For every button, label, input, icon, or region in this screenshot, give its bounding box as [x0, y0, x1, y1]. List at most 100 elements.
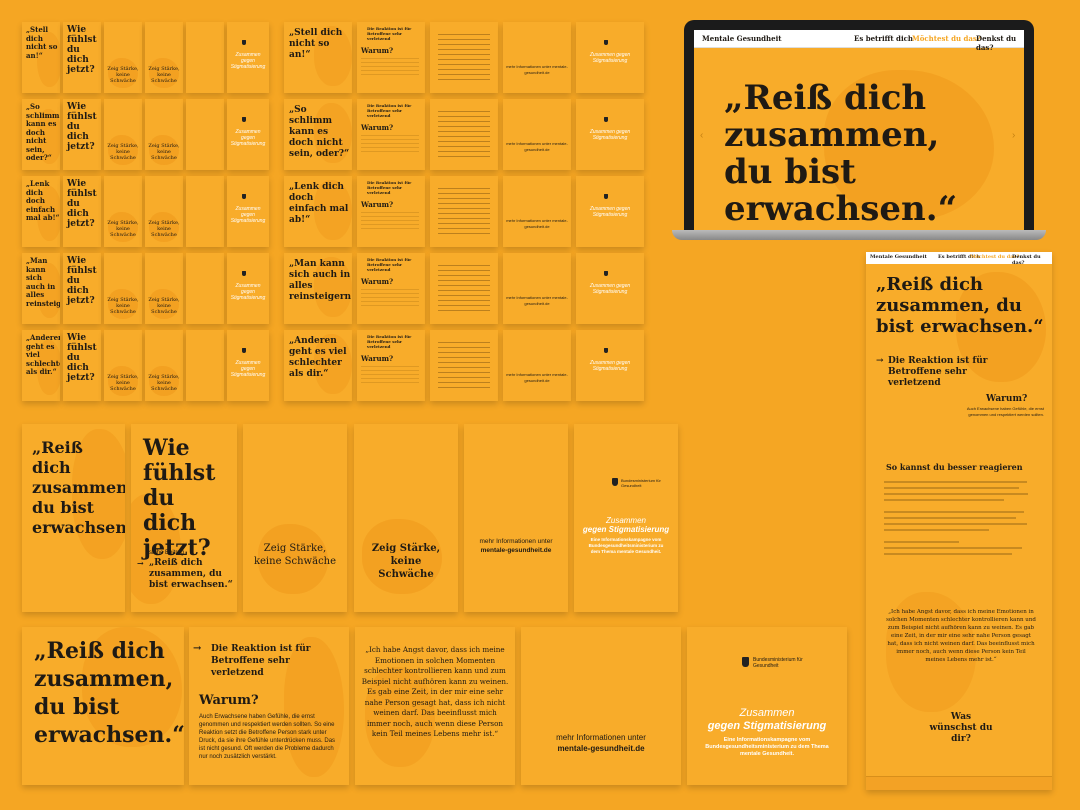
eagle-logo-icon — [242, 348, 246, 353]
thumb-together: Zusammen gegen Stigmatisierung — [230, 360, 266, 378]
thumb-strength: Zeig Stärke, keine Schwäche — [148, 374, 180, 392]
thumb-quote: „Stell dich nicht so an!“ — [26, 25, 58, 60]
bottom-info-url[interactable]: mentale-gesundheit.de — [557, 744, 645, 753]
thumb-card — [430, 253, 498, 324]
thumb-together: Zusammen gegen Stigmatisierung — [230, 283, 266, 301]
mobile-nav-affects[interactable]: Es betrifft dich — [938, 254, 981, 260]
mobile-nav-want[interactable]: Möchtest du das? — [970, 254, 1020, 260]
eagle-logo-icon — [742, 657, 749, 667]
eagle-logo-icon — [604, 194, 608, 199]
eagle-logo-icon — [242, 271, 246, 276]
thumb-card: Zusammen gegen Stigmatisierung — [227, 330, 269, 401]
thumb-card — [430, 330, 498, 401]
thumb-together: Zusammen gegen Stigmatisierung — [589, 206, 631, 218]
thumb-card: Wie fühlst du dich jetzt? — [63, 330, 101, 401]
thumb-card: Zusammen gegen Stigmatisierung — [576, 330, 644, 401]
thumb-info: mehr Informationen unter mentale-gesundh… — [506, 218, 568, 229]
mobile-brand[interactable]: Mentale Gesundheit — [870, 254, 927, 260]
thumb-strength: Zeig Stärke, keine Schwäche — [107, 297, 139, 315]
thumb-quote-large: „Anderen geht es viel schlechter als dir… — [289, 336, 347, 379]
mobile-page-mockup: Mentale Gesundheit Es betrifft dich Möch… — [866, 252, 1052, 790]
thumb-card: Wie fühlst du dich jetzt? — [63, 22, 101, 93]
thumb-card — [430, 22, 498, 93]
thumb-why: Warum? — [361, 46, 394, 55]
thumb-together: Zusammen gegen Stigmatisierung — [589, 52, 631, 64]
site-brand[interactable]: Mentale Gesundheit — [702, 34, 782, 43]
post-info-prefix: mehr Informationen unter — [479, 538, 553, 545]
campaign-title-1: Zusammen — [605, 516, 646, 525]
mobile-testimonial: „Ich habe Angst davor, dass ich meine Em… — [886, 609, 1036, 663]
thumb-quote-large: „Lenk dich doch einfach mal ab!“ — [289, 182, 349, 225]
thumb-card: „Stell dich nicht so an!“ — [22, 22, 60, 93]
thumb-card — [186, 253, 224, 324]
mobile-quote: „Reiß dich zusammen, du bist erwachsen.“ — [876, 274, 1044, 337]
thumb-feel: Wie fühlst du dich jetzt? — [67, 179, 97, 229]
thumb-card: Zeig Stärke, keine Schwäche — [145, 99, 183, 170]
mobile-why: Warum? — [986, 394, 1028, 404]
bottom-testimonial-text: „Ich habe Angst davor, dass ich meine Em… — [361, 645, 509, 738]
thumb-quote: „So schlimm kann es doch nicht sein, ode… — [26, 102, 60, 162]
mobile-nav-think[interactable]: Denkst du das? — [1012, 254, 1041, 266]
post-quote-card: „Reiß dich zusammen, du bist erwachsen.“ — [22, 424, 125, 612]
post-info-url[interactable]: mentale-gesundheit.de — [480, 547, 552, 554]
thumb-card: „Anderen geht es viel schlechter als dir… — [22, 330, 60, 401]
thumb-card: Zusammen gegen Stigmatisierung — [227, 22, 269, 93]
post-campaign-card: Bundesministerium für Gesundheit Zusamme… — [574, 424, 678, 612]
thumb-card: Zeig Stärke, keine Schwäche — [104, 22, 142, 93]
chevron-right-icon[interactable]: › — [1012, 130, 1016, 141]
chevron-left-icon[interactable]: ‹ — [700, 130, 704, 141]
thumb-strength: Zeig Stärke, keine Schwäche — [107, 374, 139, 392]
mobile-body-text — [884, 477, 1034, 559]
thumb-card: Zeig Stärke, keine Schwäche — [104, 253, 142, 324]
thumb-card: Zusammen gegen Stigmatisierung — [227, 253, 269, 324]
thumb-why: Warum? — [361, 277, 394, 286]
campaign-title-2: gegen Stigmatisierung — [582, 525, 670, 534]
post-see-label: siehe Beitrag — [149, 550, 185, 556]
bottom-campaign-desc: Eine Informationskampagne vom Bundesgesu… — [705, 737, 829, 757]
thumb-card: „So schlimm kann es doch nicht sein, ode… — [22, 99, 60, 170]
thumb-card: Die Reaktion ist für Betroffene sehr ver… — [357, 176, 425, 247]
thumb-info: mehr Informationen unter mentale-gesundh… — [506, 64, 568, 75]
thumb-card: Die Reaktion ist für Betroffene sehr ver… — [357, 22, 425, 93]
thumb-quote: „Lenk dich doch einfach mal ab!“ — [26, 179, 60, 222]
bottom-campaign-title-2: gegen Stigmatisierung — [707, 720, 827, 732]
thumb-card: Die Reaktion ist für Betroffene sehr ver… — [357, 99, 425, 170]
thumb-quote-large: „Man kann sich auch in alles reinsteiger… — [289, 259, 352, 302]
bottom-info-prefix: mehr Informationen unter — [556, 733, 646, 742]
eagle-logo-icon — [612, 478, 618, 486]
bottom-why-text: Auch Erwachsene haben Gefühle, die ernst… — [199, 714, 336, 760]
post-strength-text-2: Zeig Stärke, keine Schwäche — [371, 543, 441, 580]
nav-link-think-this[interactable]: Denkst du das? — [976, 34, 1017, 52]
thumb-feel: Wie fühlst du dich jetzt? — [67, 25, 97, 75]
bottom-reaction-card: → Die Reaktion ist für Betroffene sehr v… — [189, 627, 349, 785]
bottom-info-card: mehr Informationen unter mentale-gesundh… — [521, 627, 681, 785]
thumb-card: „Lenk dich doch einfach mal ab!“ — [284, 176, 352, 247]
campaign-desc: Eine Informationskampagne vom Bundesgesu… — [588, 537, 664, 554]
ministry-name: Bundesministerium für Gesundheit — [621, 478, 661, 488]
thumb-strength: Zeig Stärke, keine Schwäche — [148, 143, 180, 161]
eagle-logo-icon — [604, 271, 608, 276]
thumb-feel: Wie fühlst du dich jetzt? — [67, 256, 97, 306]
thumb-why: Warum? — [361, 123, 394, 132]
bottom-quote-text: „Reiß dich zusammen, du bist erwachsen.“ — [34, 638, 184, 748]
thumb-card — [430, 176, 498, 247]
bottom-quote-card: „Reiß dich zusammen, du bist erwachsen.“ — [22, 627, 184, 785]
nav-link-affects-you[interactable]: Es betrifft dich — [854, 34, 913, 43]
thumb-card — [430, 99, 498, 170]
thumb-info: mehr Informationen unter mentale-gesundh… — [506, 295, 568, 306]
thumb-card — [186, 22, 224, 93]
thumb-card: Zeig Stärke, keine Schwäche — [145, 330, 183, 401]
nav-link-want-this[interactable]: Möchtest du das? — [912, 34, 981, 43]
mobile-reaction: Die Reaktion ist für Betroffene sehr ver… — [888, 356, 988, 388]
eagle-logo-icon — [242, 194, 246, 199]
thumb-card: Zeig Stärke, keine Schwäche — [104, 176, 142, 247]
thumb-card: Zusammen gegen Stigmatisierung — [576, 99, 644, 170]
thumb-card: Zusammen gegen Stigmatisierung — [227, 99, 269, 170]
thumb-info: mehr Informationen unter mentale-gesundh… — [506, 372, 568, 383]
thumb-card: Zusammen gegen Stigmatisierung — [576, 176, 644, 247]
thumb-strength: Zeig Stärke, keine Schwäche — [107, 220, 139, 238]
thumb-reaction: Die Reaktion ist für Betroffene sehr ver… — [367, 334, 412, 349]
mobile-better-heading: So kannst du besser reagieren — [886, 462, 1023, 472]
thumb-strength: Zeig Stärke, keine Schwäche — [148, 297, 180, 315]
thumb-card: mehr Informationen unter mentale-gesundh… — [503, 176, 571, 247]
